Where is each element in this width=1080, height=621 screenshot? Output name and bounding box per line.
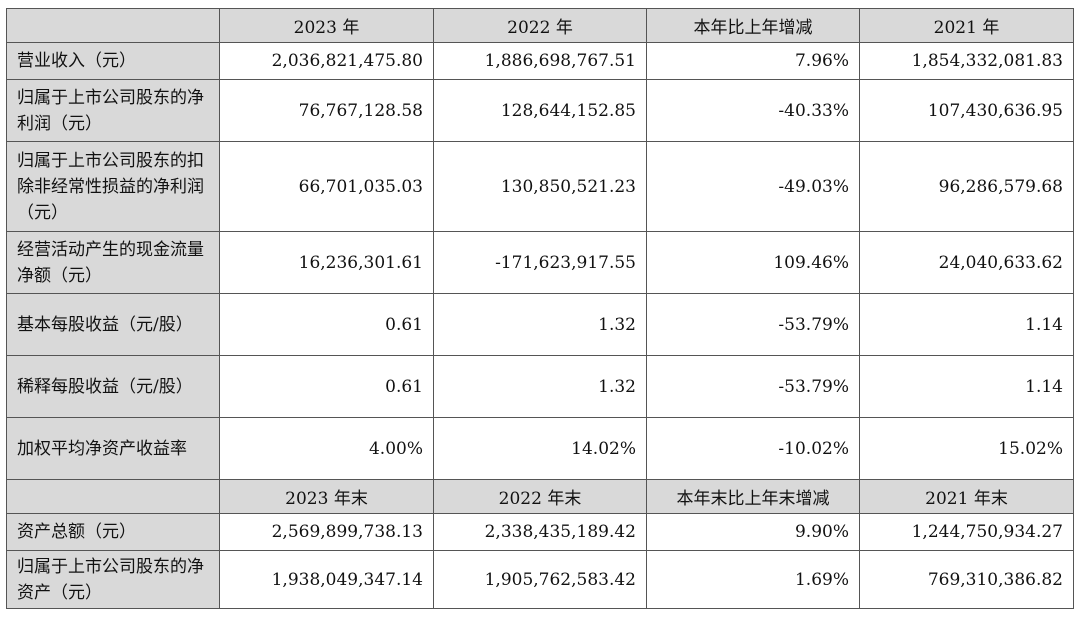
row-label-operating-cash-flow: 经营活动产生的现金流量净额（元） (6, 231, 220, 294)
table-row: 资产总额（元） 2,569,899,738.13 2,338,435,189.4… (6, 513, 1074, 551)
header-year-end-change: 本年末比上年末增减 (646, 479, 860, 514)
cell-value: 1.14 (859, 293, 1074, 356)
row-label-roe: 加权平均净资产收益率 (6, 417, 220, 480)
cell-value: 76,767,128.58 (219, 79, 434, 142)
table-row: 归属于上市公司股东的扣除非经常性损益的净利润（元） 66,701,035.03 … (6, 141, 1074, 232)
header-2022: 2022 年 (433, 8, 647, 43)
cell-value: 66,701,035.03 (219, 141, 434, 232)
header-2021: 2021 年 (859, 8, 1074, 43)
cell-value: 128,644,152.85 (433, 79, 647, 142)
cell-value: 1,854,332,081.83 (859, 42, 1074, 80)
row-label-basic-eps: 基本每股收益（元/股） (6, 293, 220, 356)
cell-value: 0.61 (219, 355, 434, 418)
cell-value: 109.46% (646, 231, 860, 294)
cell-value: 1,244,750,934.27 (859, 513, 1074, 551)
cell-value: 1,938,049,347.14 (219, 550, 434, 609)
cell-value: 1.32 (433, 355, 647, 418)
row-label-revenue: 营业收入（元） (6, 42, 220, 80)
cell-value: 1.69% (646, 550, 860, 609)
header-2023-end: 2023 年末 (219, 479, 434, 514)
cell-value: 107,430,636.95 (859, 79, 1074, 142)
table-row: 营业收入（元） 2,036,821,475.80 1,886,698,767.5… (6, 42, 1074, 80)
cell-value: 7.96% (646, 42, 860, 80)
cell-value: -49.03% (646, 141, 860, 232)
financial-indicators-table: 2023 年 2022 年 本年比上年增减 2021 年 营业收入（元） 2,0… (6, 8, 1074, 609)
row-label-diluted-eps: 稀释每股收益（元/股） (6, 355, 220, 418)
cell-value: 769,310,386.82 (859, 550, 1074, 609)
cell-value: 9.90% (646, 513, 860, 551)
cell-value: 15.02% (859, 417, 1074, 480)
row-label-total-assets: 资产总额（元） (6, 513, 220, 551)
header-2023: 2023 年 (219, 8, 434, 43)
cell-value: 1,886,698,767.51 (433, 42, 647, 80)
cell-value: -53.79% (646, 355, 860, 418)
table-row: 归属于上市公司股东的净利润（元） 76,767,128.58 128,644,1… (6, 79, 1074, 142)
header-2021-end: 2021 年末 (859, 479, 1074, 514)
header-2022-end: 2022 年末 (433, 479, 647, 514)
cell-value: -171,623,917.55 (433, 231, 647, 294)
cell-value: 16,236,301.61 (219, 231, 434, 294)
table-row: 加权平均净资产收益率 4.00% 14.02% -10.02% 15.02% (6, 417, 1074, 480)
cell-value: 96,286,579.68 (859, 141, 1074, 232)
cell-value: 1.14 (859, 355, 1074, 418)
row-label-adjusted-net-profit: 归属于上市公司股东的扣除非经常性损益的净利润（元） (6, 141, 220, 232)
table-row: 经营活动产生的现金流量净额（元） 16,236,301.61 -171,623,… (6, 231, 1074, 294)
cell-value: 2,036,821,475.80 (219, 42, 434, 80)
row-label-net-assets: 归属于上市公司股东的净资产（元） (6, 550, 220, 609)
cell-value: -40.33% (646, 79, 860, 142)
cell-value: 1,905,762,583.42 (433, 550, 647, 609)
table-row: 稀释每股收益（元/股） 0.61 1.32 -53.79% 1.14 (6, 355, 1074, 418)
cell-value: 4.00% (219, 417, 434, 480)
header-row-year-end: 2023 年末 2022 年末 本年末比上年末增减 2021 年末 (6, 479, 1074, 514)
cell-value: -53.79% (646, 293, 860, 356)
cell-value: 130,850,521.23 (433, 141, 647, 232)
cell-value: -10.02% (646, 417, 860, 480)
header-row-annual: 2023 年 2022 年 本年比上年增减 2021 年 (6, 8, 1074, 43)
row-label-net-profit: 归属于上市公司股东的净利润（元） (6, 79, 220, 142)
header-corner-cell (6, 8, 220, 43)
cell-value: 1.32 (433, 293, 647, 356)
cell-value: 2,338,435,189.42 (433, 513, 647, 551)
cell-value: 0.61 (219, 293, 434, 356)
cell-value: 14.02% (433, 417, 647, 480)
cell-value: 2,569,899,738.13 (219, 513, 434, 551)
header-corner-cell (6, 479, 220, 514)
table-row: 基本每股收益（元/股） 0.61 1.32 -53.79% 1.14 (6, 293, 1074, 356)
header-change: 本年比上年增减 (646, 8, 860, 43)
table-row: 归属于上市公司股东的净资产（元） 1,938,049,347.14 1,905,… (6, 550, 1074, 609)
cell-value: 24,040,633.62 (859, 231, 1074, 294)
